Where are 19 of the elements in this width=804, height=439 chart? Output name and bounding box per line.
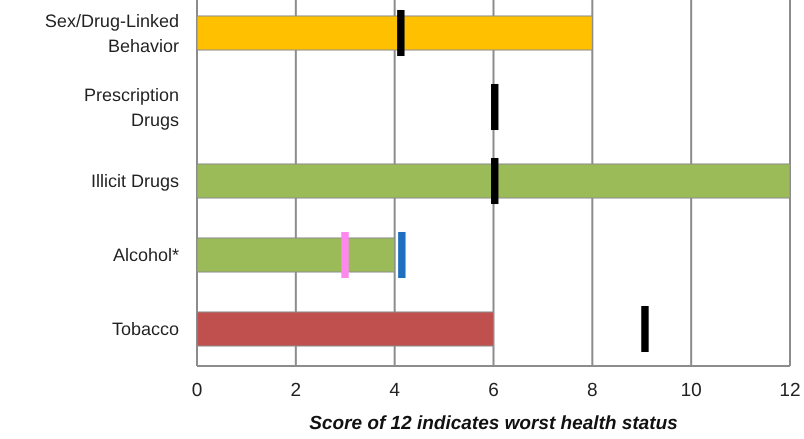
bar bbox=[398, 232, 406, 278]
x-tick-label: 2 bbox=[290, 380, 302, 401]
x-axis-title: Score of 12 indicates worst health status bbox=[309, 413, 678, 434]
y-tick-label: Prescription Drugs bbox=[84, 85, 179, 130]
y-tick-label: Tobacco bbox=[112, 319, 179, 339]
x-tick-label: 8 bbox=[587, 380, 598, 401]
y-tick-label: Illicit Drugs bbox=[90, 171, 179, 191]
bar bbox=[341, 232, 349, 278]
x-tick-label: 12 bbox=[779, 380, 801, 401]
bar bbox=[491, 84, 498, 130]
x-tick-label: 10 bbox=[680, 380, 702, 401]
x-tick-label: 4 bbox=[389, 380, 400, 401]
x-tick-label: 6 bbox=[488, 380, 499, 401]
bar bbox=[641, 306, 649, 352]
y-tick-label: Alcohol* bbox=[112, 245, 179, 265]
y-tick-label: Sex/Drug-Linked Behavior bbox=[44, 11, 179, 56]
bar bbox=[491, 158, 498, 204]
x-tick-label: 0 bbox=[192, 380, 202, 401]
bar bbox=[397, 10, 405, 56]
